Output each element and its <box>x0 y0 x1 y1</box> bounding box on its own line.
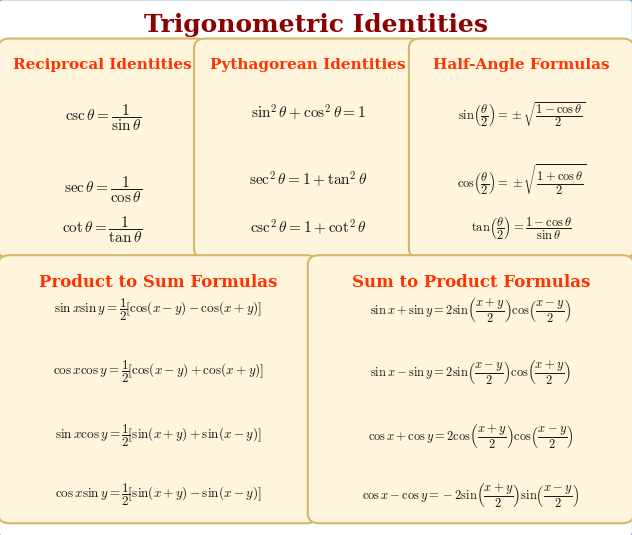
Text: $\cos\!\left(\dfrac{\theta}{2}\right)=\pm\sqrt{\dfrac{1+\cos\theta}{2}}$: $\cos\!\left(\dfrac{\theta}{2}\right)=\p… <box>457 162 586 196</box>
Text: Trigonometric Identities: Trigonometric Identities <box>144 13 488 37</box>
Text: $\sin x+\sin y=2\sin\!\left(\dfrac{x+y}{2}\right)\cos\!\left(\dfrac{x-y}{2}\righ: $\sin x+\sin y=2\sin\!\left(\dfrac{x+y}{… <box>370 296 571 324</box>
Text: $\cos x-\cos y=-2\sin\!\left(\dfrac{x+y}{2}\right)\sin\!\left(\dfrac{x-y}{2}\rig: $\cos x-\cos y=-2\sin\!\left(\dfrac{x+y}… <box>362 481 580 509</box>
Text: $\cot\theta = \dfrac{1}{\tan\theta}$: $\cot\theta = \dfrac{1}{\tan\theta}$ <box>63 215 143 246</box>
Text: $\csc\theta = \dfrac{1}{\sin\theta}$: $\csc\theta = \dfrac{1}{\sin\theta}$ <box>64 102 141 133</box>
Text: $\sec^2\theta = 1 + \tan^2\theta$: $\sec^2\theta = 1 + \tan^2\theta$ <box>249 170 367 189</box>
Text: $\sin x-\sin y=2\sin\!\left(\dfrac{x-y}{2}\right)\cos\!\left(\dfrac{x+y}{2}\righ: $\sin x-\sin y=2\sin\!\left(\dfrac{x-y}{… <box>370 358 571 386</box>
Text: $\tan\!\left(\dfrac{\theta}{2}\right)=\dfrac{1-\cos\theta}{\sin\theta}$: $\tan\!\left(\dfrac{\theta}{2}\right)=\d… <box>471 214 572 241</box>
Text: $\sin^2\theta + \cos^2\theta = 1$: $\sin^2\theta + \cos^2\theta = 1$ <box>251 103 365 122</box>
Text: Product to Sum Formulas: Product to Sum Formulas <box>39 274 277 292</box>
Text: $\sin x\cos y=\dfrac{1}{2}\!\left[\sin(x+y)+\sin(x-y)\right]$: $\sin x\cos y=\dfrac{1}{2}\!\left[\sin(x… <box>55 423 261 449</box>
Text: Pythagorean Identities: Pythagorean Identities <box>210 58 406 72</box>
Text: $\cos x+\cos y=2\cos\!\left(\dfrac{x+y}{2}\right)\cos\!\left(\dfrac{x-y}{2}\righ: $\cos x+\cos y=2\cos\!\left(\dfrac{x+y}{… <box>368 422 574 450</box>
FancyBboxPatch shape <box>0 255 318 523</box>
Text: $\sin x\sin y=\dfrac{1}{2}\!\left[\cos(x-y)-\cos(x+y)\right]$: $\sin x\sin y=\dfrac{1}{2}\!\left[\cos(x… <box>54 297 262 323</box>
FancyBboxPatch shape <box>0 39 207 258</box>
Text: Reciprocal Identities: Reciprocal Identities <box>13 58 192 72</box>
Text: $\sin\!\left(\dfrac{\theta}{2}\right)=\pm\sqrt{\dfrac{1-\cos\theta}{2}}$: $\sin\!\left(\dfrac{\theta}{2}\right)=\p… <box>458 101 585 129</box>
Text: Half-Angle Formulas: Half-Angle Formulas <box>433 58 610 72</box>
FancyBboxPatch shape <box>194 39 422 258</box>
Text: $\cos x\cos y=\dfrac{1}{2}\!\left[\cos(x-y)+\cos(x+y)\right]$: $\cos x\cos y=\dfrac{1}{2}\!\left[\cos(x… <box>52 359 264 385</box>
Text: $\sec\theta = \dfrac{1}{\cos\theta}$: $\sec\theta = \dfrac{1}{\cos\theta}$ <box>64 174 142 205</box>
Text: Sum to Product Formulas: Sum to Product Formulas <box>351 274 590 292</box>
Text: $\cos x\sin y=\dfrac{1}{2}\!\left[\sin(x+y)-\sin(x-y)\right]$: $\cos x\sin y=\dfrac{1}{2}\!\left[\sin(x… <box>55 482 261 508</box>
FancyBboxPatch shape <box>308 255 632 523</box>
FancyBboxPatch shape <box>409 39 632 258</box>
Text: $\csc^2\theta = 1 + \cot^2\theta$: $\csc^2\theta = 1 + \cot^2\theta$ <box>250 218 367 237</box>
